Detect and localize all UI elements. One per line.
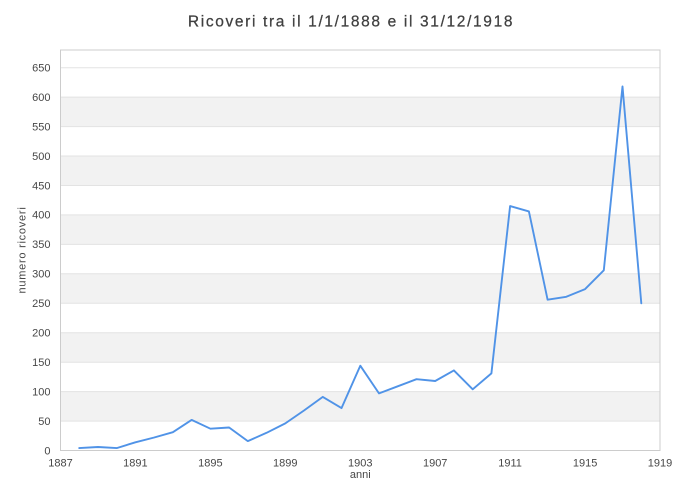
svg-text:600: 600 [32,92,50,104]
svg-text:1903: 1903 [348,458,372,470]
svg-text:1911: 1911 [498,458,522,470]
svg-text:550: 550 [32,121,50,133]
svg-text:100: 100 [32,386,50,398]
svg-text:250: 250 [32,298,50,310]
svg-text:400: 400 [32,210,50,222]
svg-text:450: 450 [32,180,50,192]
svg-text:1895: 1895 [198,458,222,470]
svg-text:350: 350 [32,239,50,251]
svg-text:1899: 1899 [273,458,297,470]
svg-text:Ricoveri tra il 1/1/1888 e il: Ricoveri tra il 1/1/1888 e il 31/12/1918 [188,14,514,31]
svg-text:1891: 1891 [123,458,147,470]
svg-text:1919: 1919 [648,458,672,470]
svg-text:500: 500 [32,151,50,163]
svg-text:150: 150 [32,357,50,369]
svg-text:650: 650 [32,63,50,75]
svg-text:0: 0 [44,445,50,457]
svg-text:numero ricoveri: numero ricoveri [17,206,29,293]
svg-text:50: 50 [38,416,50,428]
svg-text:1887: 1887 [48,458,72,470]
svg-text:1915: 1915 [573,458,597,470]
svg-text:1907: 1907 [423,458,447,470]
svg-text:200: 200 [32,328,50,340]
svg-text:300: 300 [32,269,50,281]
svg-text:anni: anni [350,469,371,481]
